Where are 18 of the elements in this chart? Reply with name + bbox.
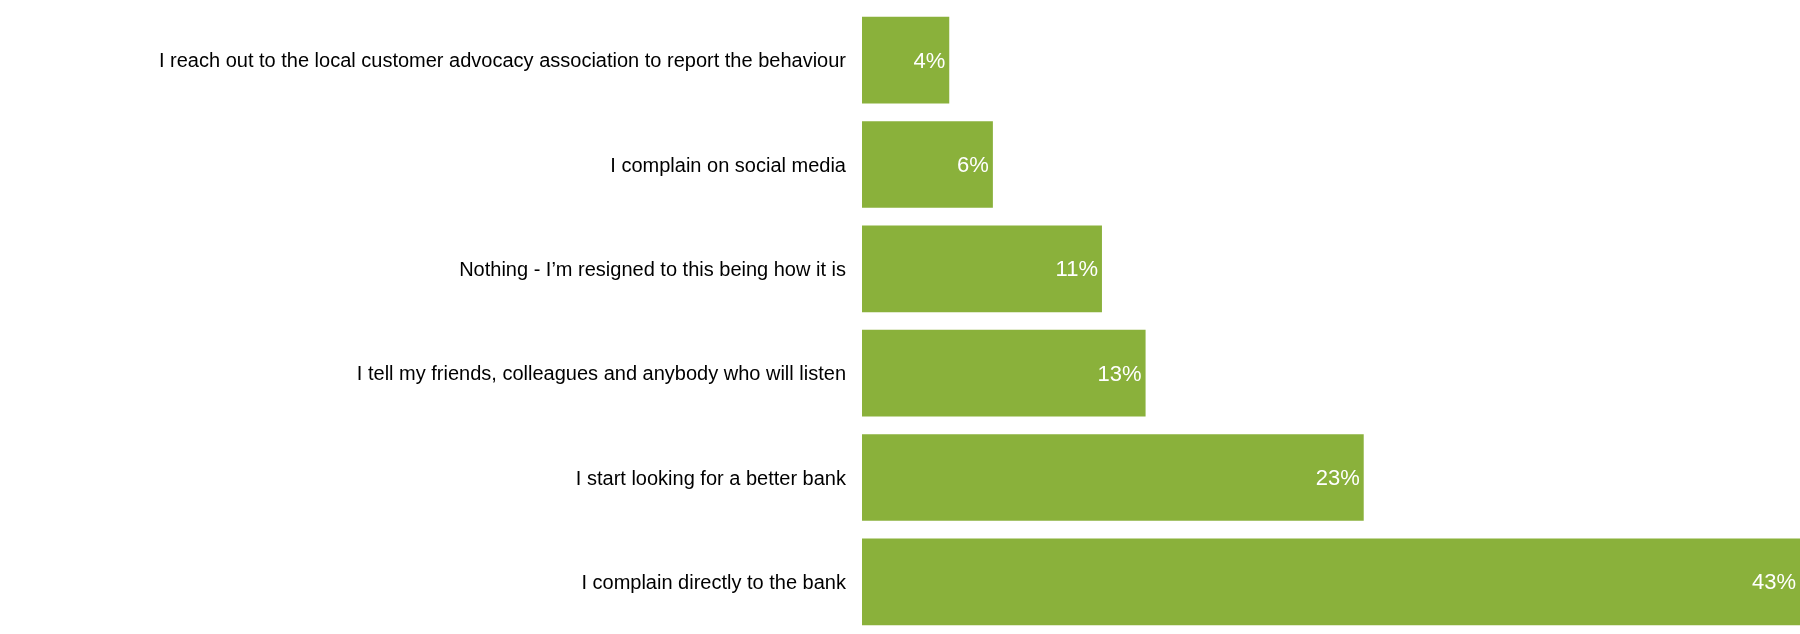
data-label: 23% [1315, 465, 1360, 490]
y-tick-label: I complain on social media [610, 153, 847, 176]
y-tick-label: Nothing - I’m resigned to this being how it is [459, 257, 846, 280]
data-label: 13% [1097, 360, 1142, 386]
bar [862, 329, 1146, 417]
bar [862, 16, 950, 104]
y-tick-label: I complain directly to the bank [581, 570, 847, 593]
bar [862, 121, 993, 208]
y-tick-label: I reach out to the local customer advocacy association to report the behaviour [158, 49, 847, 72]
bar [862, 225, 1102, 313]
data-label: 43% [1751, 569, 1796, 595]
y-tick-label: I start looking for a better bank [575, 466, 847, 489]
bar [862, 434, 1364, 521]
data-label: 6% [957, 152, 989, 177]
y-tick-label: I tell my friends, colleagues and anybody who will listen [356, 362, 846, 385]
bar [862, 538, 1800, 626]
data-label: 11% [1055, 256, 1098, 282]
data-label: 4% [913, 47, 946, 73]
